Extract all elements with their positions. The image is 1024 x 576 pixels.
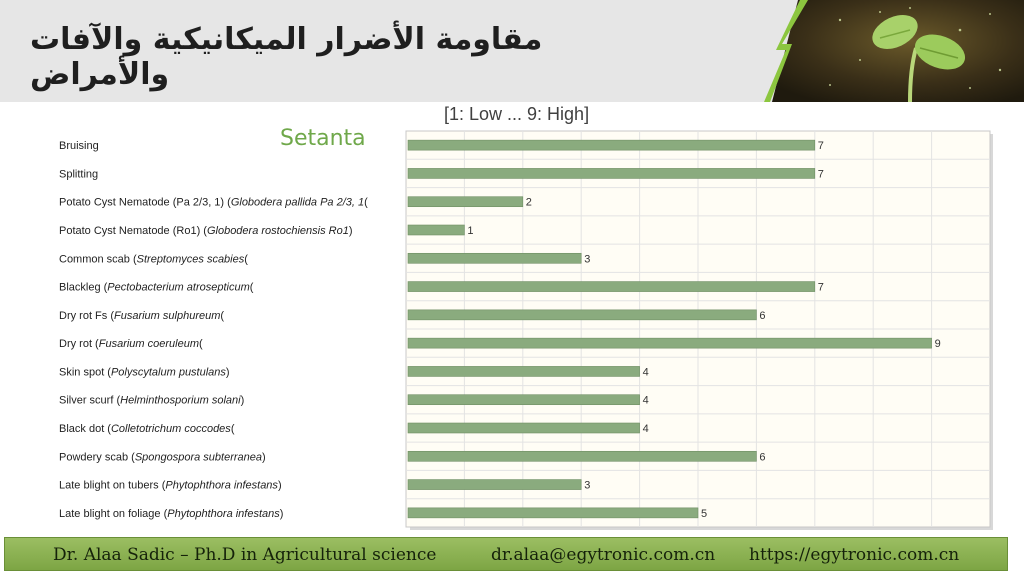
value-label: 6	[759, 451, 765, 463]
footer-bar: Dr. Alaa Sadic – Ph.D in Agricultural sc…	[4, 537, 1008, 571]
value-label: 4	[643, 395, 649, 407]
bar	[407, 224, 465, 236]
bar	[407, 281, 816, 292]
category-label: Late blight on tubers (Phytophthora infe…	[59, 480, 282, 492]
category-label: Skin spot (Polyscytalum pustulans)	[59, 366, 230, 378]
bar-chart: Bruising Splitting Potato Cyst Nematode (P…	[59, 130, 993, 530]
category-label: Late blight on foliage (Phytophthora inf…	[59, 508, 283, 520]
seedling-image	[764, 0, 1024, 102]
value-label: 6	[759, 310, 765, 322]
category-label: Common scab (Streptomyces scabies(	[59, 253, 248, 265]
value-label: 7	[818, 168, 824, 180]
value-label: 1	[467, 225, 473, 237]
chart-bars	[407, 139, 932, 519]
category-labels: Bruising Splitting Potato Cyst Nematode (P…	[59, 140, 368, 520]
category-label: Potato Cyst Nematode (Ro1) (Globodera ro…	[59, 225, 352, 237]
value-label: 4	[643, 366, 649, 378]
value-label: 9	[935, 338, 941, 350]
value-label: 4	[643, 423, 649, 435]
category-label: Blackleg (Pectobacterium atrosepticum(	[59, 282, 254, 294]
value-label: 3	[584, 480, 590, 492]
bar	[407, 309, 757, 321]
scale-note: [1: Low ... 9: High]	[444, 104, 590, 124]
bar	[407, 168, 816, 179]
bar	[407, 479, 582, 490]
value-label: 2	[526, 197, 532, 209]
category-label: Silver scurf (Helminthosporium solani)	[59, 395, 244, 407]
category-label: Black dot (Colletotrichum coccodes(	[59, 423, 235, 435]
footer-author: Dr. Alaa Sadic – Ph.D in Agricultural sc…	[53, 545, 437, 565]
value-label: 3	[584, 253, 590, 265]
value-label: 7	[818, 282, 824, 294]
bar	[407, 252, 582, 264]
category-label: Dry rot Fs (Fusarium sulphureum(	[59, 310, 224, 322]
bar	[407, 450, 757, 462]
category-label: Bruising	[59, 140, 99, 152]
value-label: 7	[818, 140, 824, 152]
category-label: Potato Cyst Nematode (Pa 2/3, 1) (Globod…	[59, 197, 368, 209]
value-label: 5	[701, 508, 707, 520]
bar	[407, 507, 699, 519]
bar	[407, 196, 524, 208]
category-label: Powdery scab (Spongospora subterranea)	[59, 451, 266, 463]
bar	[407, 394, 640, 406]
slide-title: مقاومة الأضرار الميكانيكية والآفات والأم…	[30, 22, 543, 92]
category-label: Dry rot (Fusarium coeruleum(	[59, 338, 203, 350]
value-labels: 7 7 2 1 3 7 6 9 4 4 4 6 3 5	[467, 140, 940, 520]
footer-website[interactable]: https://egytronic.com.cn	[749, 545, 960, 565]
footer-email[interactable]: dr.alaa@egytronic.com.cn	[491, 545, 716, 565]
chart-title: Setanta	[280, 126, 366, 151]
slide-header: مقاومة الأضرار الميكانيكية والآفات والأم…	[0, 0, 1024, 102]
category-label: Splitting	[59, 168, 98, 180]
bar	[407, 366, 640, 377]
bar	[407, 337, 932, 349]
bar	[407, 422, 640, 434]
bar	[407, 139, 816, 151]
